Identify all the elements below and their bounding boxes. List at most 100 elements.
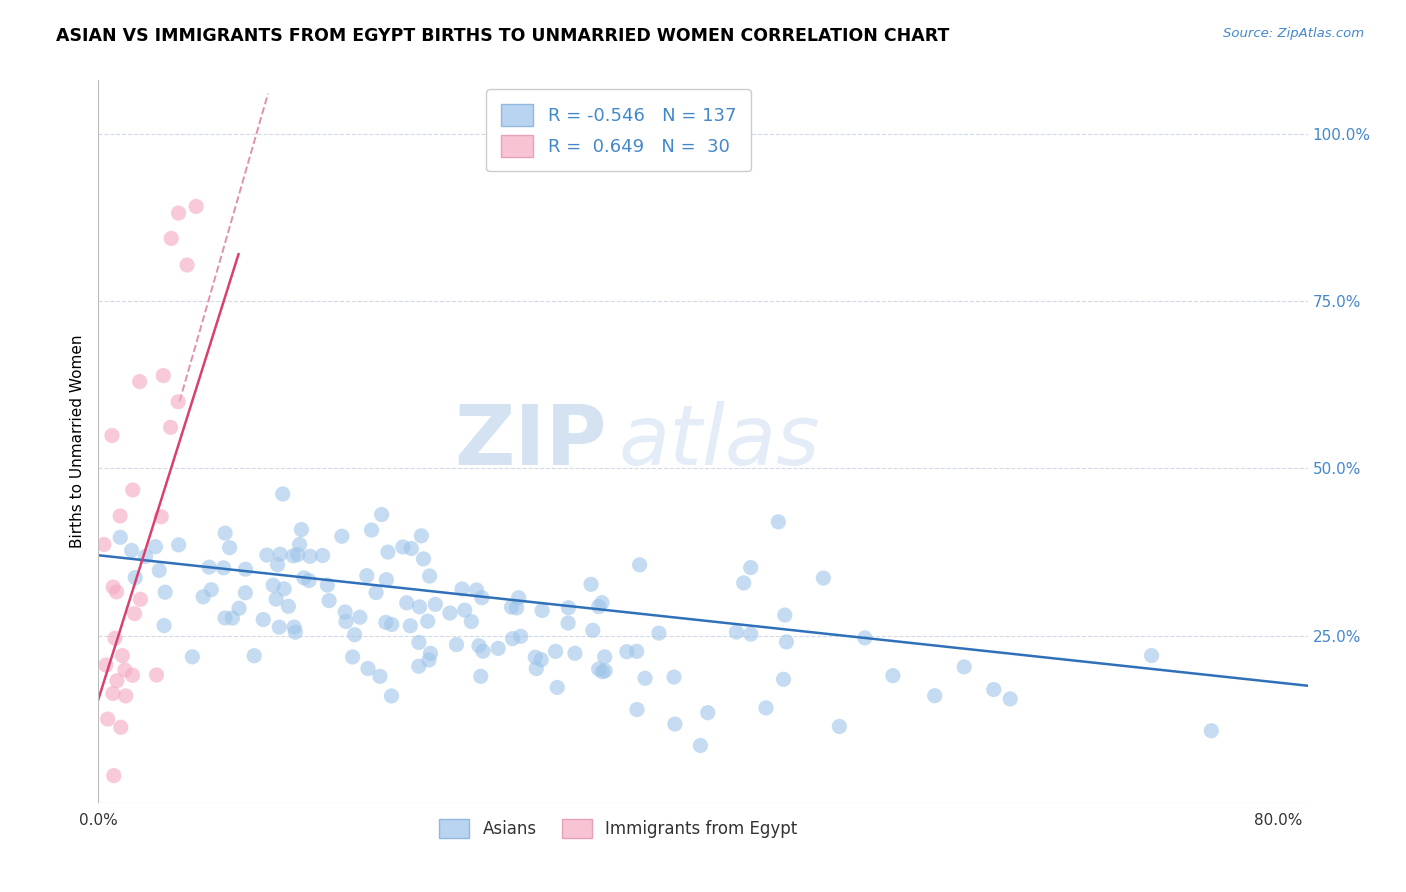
Point xyxy=(316,578,339,592)
Point xyxy=(152,368,174,383)
Point xyxy=(94,658,117,673)
Point xyxy=(176,258,198,272)
Point xyxy=(401,541,423,556)
Point xyxy=(557,600,579,615)
Point xyxy=(269,547,291,561)
Point xyxy=(360,523,382,537)
Text: Source: ZipAtlas.com: Source: ZipAtlas.com xyxy=(1223,27,1364,40)
Point xyxy=(953,660,976,674)
Point xyxy=(546,681,568,695)
Point xyxy=(290,523,312,537)
Point xyxy=(998,692,1021,706)
Point xyxy=(502,632,524,646)
Point xyxy=(342,650,364,665)
Point xyxy=(235,586,257,600)
Point xyxy=(114,663,136,677)
Point xyxy=(243,648,266,663)
Point xyxy=(167,206,190,220)
Point xyxy=(591,665,613,679)
Point xyxy=(381,617,404,632)
Point xyxy=(333,605,356,619)
Point xyxy=(256,548,278,562)
Point xyxy=(198,560,221,574)
Point xyxy=(335,615,357,629)
Point xyxy=(277,599,299,614)
Point xyxy=(110,530,132,544)
Point xyxy=(733,576,755,591)
Point xyxy=(588,599,610,614)
Point xyxy=(343,628,366,642)
Point xyxy=(212,561,235,575)
Point xyxy=(392,540,415,554)
Point xyxy=(93,537,115,551)
Y-axis label: Births to Unmarried Women: Births to Unmarried Women xyxy=(69,334,84,549)
Point xyxy=(983,682,1005,697)
Point xyxy=(235,562,257,576)
Point xyxy=(412,552,434,566)
Point xyxy=(460,615,482,629)
Point xyxy=(451,582,474,596)
Point xyxy=(97,712,120,726)
Point xyxy=(773,608,796,623)
Point xyxy=(740,627,762,641)
Point xyxy=(366,585,388,599)
Point xyxy=(755,701,778,715)
Point xyxy=(104,631,127,645)
Point xyxy=(395,596,418,610)
Point xyxy=(181,649,204,664)
Point xyxy=(544,644,567,658)
Point xyxy=(375,573,398,587)
Legend: Asians, Immigrants from Egypt: Asians, Immigrants from Egypt xyxy=(433,813,804,845)
Point xyxy=(159,420,181,434)
Point xyxy=(145,668,167,682)
Point xyxy=(472,644,495,658)
Point xyxy=(468,639,491,653)
Text: atlas: atlas xyxy=(619,401,820,482)
Point xyxy=(153,585,176,599)
Point xyxy=(262,578,284,592)
Point xyxy=(471,591,494,605)
Point xyxy=(271,487,294,501)
Point xyxy=(416,614,439,628)
Point xyxy=(1140,648,1163,663)
Point xyxy=(101,428,124,442)
Point xyxy=(648,626,671,640)
Point xyxy=(380,689,402,703)
Point xyxy=(446,638,468,652)
Point xyxy=(167,538,190,552)
Point xyxy=(108,508,131,523)
Point xyxy=(439,606,461,620)
Point xyxy=(664,717,686,731)
Point xyxy=(524,650,547,665)
Point xyxy=(124,570,146,584)
Point xyxy=(368,669,391,683)
Point xyxy=(221,611,243,625)
Point xyxy=(370,508,392,522)
Point xyxy=(121,483,143,497)
Point xyxy=(288,537,311,551)
Point xyxy=(135,549,157,564)
Point xyxy=(689,739,711,753)
Point xyxy=(882,668,904,682)
Point xyxy=(160,231,183,245)
Point xyxy=(626,644,648,658)
Point xyxy=(505,601,527,615)
Point xyxy=(419,569,441,583)
Point xyxy=(579,577,602,591)
Point xyxy=(772,673,794,687)
Point xyxy=(470,669,492,683)
Point xyxy=(501,600,523,615)
Point xyxy=(418,653,440,667)
Point xyxy=(214,611,236,625)
Point xyxy=(114,689,136,703)
Point xyxy=(264,592,287,607)
Point xyxy=(145,540,167,554)
Point xyxy=(419,646,441,660)
Point xyxy=(148,563,170,577)
Point xyxy=(200,582,222,597)
Point xyxy=(399,619,422,633)
Point xyxy=(129,592,152,607)
Point xyxy=(184,199,207,213)
Point xyxy=(740,560,762,574)
Point xyxy=(356,568,378,582)
